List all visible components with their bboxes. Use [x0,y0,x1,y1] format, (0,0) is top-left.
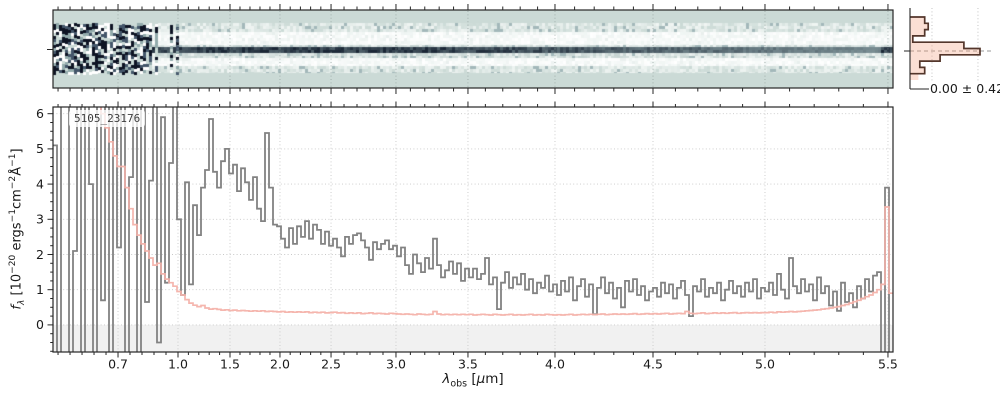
svg-text:1.0: 1.0 [168,357,188,372]
x-tick-labels: 0.7 1.0 1.5 2.0 2.5 3.0 3.5 4.0 4.5 5.0 5.5 [108,357,898,372]
y-axis-label: fλ [10−20 ergs−1cm−2Å−1] [8,148,28,310]
svg-text:3.0: 3.0 [386,357,406,372]
svg-text:3.5: 3.5 [458,357,478,372]
svg-text:3: 3 [36,212,44,227]
svg-text:1: 1 [36,282,44,297]
series [53,107,893,352]
svg-text:1.5: 1.5 [220,357,240,372]
below-zero-shade [53,324,893,352]
x-axis-label: λobs [μm] [442,371,504,390]
error-series-line [100,107,893,316]
spectrum-2d-panel [53,10,893,88]
svg-text:2.5: 2.5 [321,357,341,372]
flux-series-line [53,107,890,352]
spectrum-2d-border [52,9,894,89]
svg-text:2: 2 [36,247,44,262]
svg-text:5.5: 5.5 [878,357,898,372]
svg-text:0.7: 0.7 [108,357,128,372]
svg-text:5: 5 [36,141,44,156]
svg-text:4: 4 [36,176,44,191]
svg-text:0: 0 [36,317,44,332]
svg-text:4.0: 4.0 [545,357,565,372]
histogram-panel [904,8,994,90]
histogram-fill [910,17,980,80]
svg-text:4.5: 4.5 [643,357,663,372]
svg-text:6: 6 [36,106,44,121]
histogram-stats-label: 0.00 ± 0.42 [929,81,1000,96]
axis-ticks [47,4,889,358]
spectrum-2d-gridlines [117,11,889,87]
main-border [52,106,894,353]
svg-text:2.0: 2.0 [270,357,290,372]
source-id-label: 5105_23176 [69,110,146,127]
histogram-outline [910,16,981,75]
main-gridlines [53,107,893,352]
y-tick-labels: 0 1 2 3 4 5 6 [36,106,44,332]
svg-text:5.0: 5.0 [755,357,775,372]
